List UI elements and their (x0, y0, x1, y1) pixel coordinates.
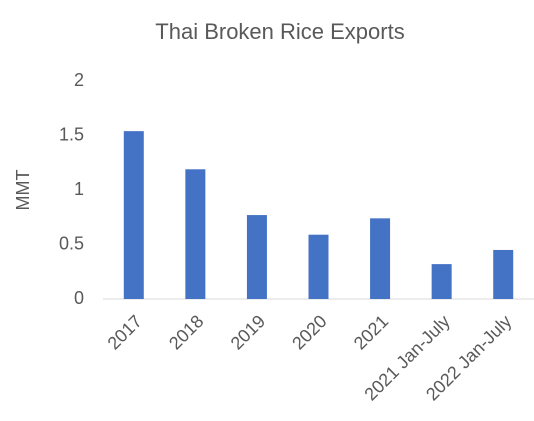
y-tick-label: 2 (74, 70, 84, 90)
chart-title: Thai Broken Rice Exports (155, 19, 404, 44)
x-tick-label: 2021 (350, 311, 392, 353)
bar (431, 264, 452, 299)
y-tick-label: 1 (74, 179, 84, 199)
x-tick-label: 2018 (165, 311, 207, 353)
bar (246, 215, 267, 299)
bar (370, 218, 391, 299)
x-tick-label: 2017 (104, 311, 146, 353)
bar (493, 249, 514, 299)
x-tick-label: 2020 (288, 311, 330, 353)
y-tick-label: 0 (74, 288, 84, 308)
bar (185, 169, 206, 299)
x-tick-label: 2019 (227, 311, 269, 353)
bar (308, 234, 329, 299)
y-tick-label: 1.5 (59, 124, 84, 144)
y-axis-label: MMT (13, 170, 33, 211)
bar (123, 131, 144, 299)
y-tick-label: 0.5 (59, 233, 84, 253)
